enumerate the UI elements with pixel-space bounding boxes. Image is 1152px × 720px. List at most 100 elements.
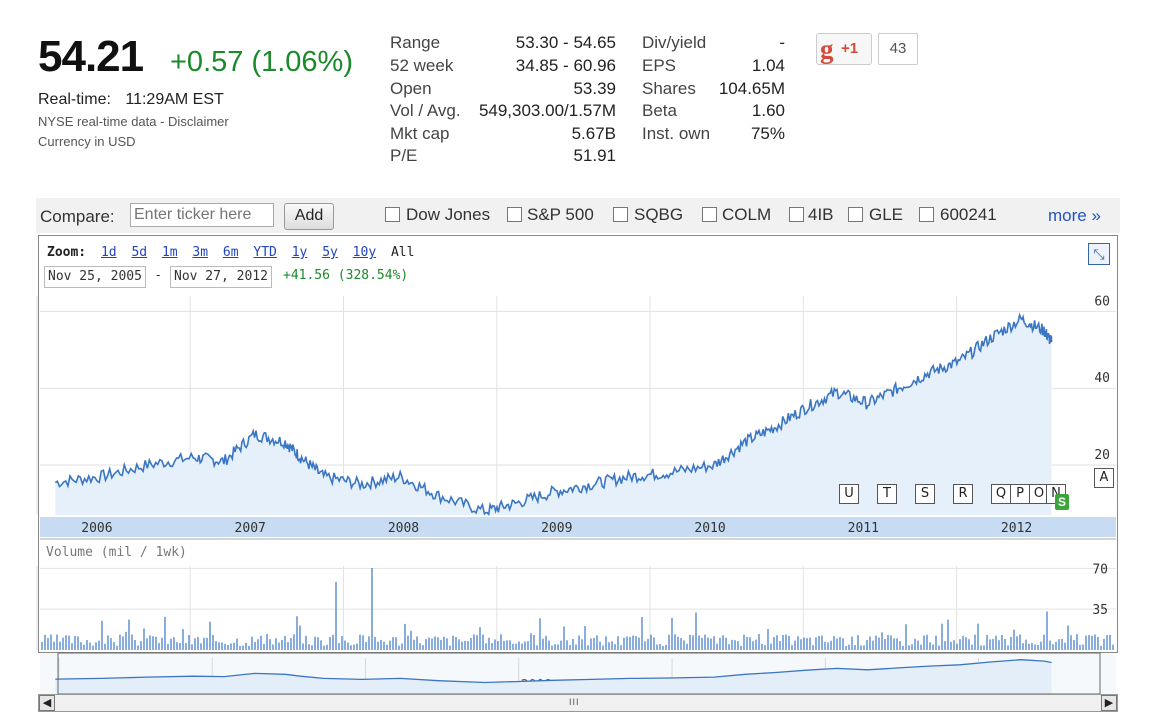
realtime-label: Real-time: [38, 91, 111, 108]
stat-label: Range [390, 33, 441, 52]
scroll-left-button[interactable]: ◀ [39, 695, 55, 711]
price-axis-ticks: 20 40 60 [1094, 294, 1110, 463]
stat-value: 549,303.00/1.57M [478, 101, 616, 120]
event-flag-p[interactable]: P [1010, 484, 1030, 504]
zoom-1m[interactable]: 1m [161, 245, 178, 260]
compare-option-label: S&P 500 [527, 205, 594, 224]
event-flag-a[interactable]: A [1094, 468, 1114, 488]
plus-one-label: +1 [841, 40, 859, 57]
volume-tick-label: 70 [1092, 562, 1108, 577]
stat-value: 1.04 [751, 56, 785, 75]
event-flag-s[interactable]: S [915, 484, 935, 504]
date-separator: - [156, 267, 161, 282]
year-axis-band [40, 517, 1116, 537]
compare-checkbox-sp500[interactable] [507, 207, 522, 222]
stat-value: 53.30 - 54.65 [515, 33, 616, 52]
stat-value: 53.39 [573, 79, 616, 98]
stat-value: 51.91 [573, 146, 616, 165]
price-change: +0.57 (1.06%) [170, 46, 353, 78]
volume-tick-label: 35 [1092, 603, 1108, 618]
year-tick-label: 2007 [235, 521, 266, 536]
zoom-all[interactable]: All [390, 245, 415, 260]
compare-checkbox-gle[interactable] [848, 207, 863, 222]
stat-value: 34.85 - 60.96 [515, 56, 616, 75]
year-tick-label: 2011 [848, 521, 879, 536]
stat-label: Mkt cap [390, 124, 450, 143]
volume-header: Volume (mil / 1wk) [46, 545, 187, 560]
stat-value: 1.60 [751, 101, 785, 120]
compare-option-label: 600241 [940, 205, 997, 224]
year-tick-label: 2006 [81, 521, 112, 536]
year-tick-label: 2012 [1001, 521, 1032, 536]
event-flag-u[interactable]: U [839, 484, 859, 504]
last-price: 54.21 [38, 32, 144, 81]
end-date-field[interactable]: Nov 27, 2012 [170, 266, 272, 288]
volume-axis-ticks: 35 70 [1092, 562, 1108, 618]
volume-bars [41, 568, 1114, 650]
stat-label: P/E [390, 146, 418, 165]
compare-ticker-input[interactable] [130, 203, 274, 227]
stat-label: EPS [642, 56, 677, 75]
compare-option-label: GLE [869, 205, 904, 224]
currency-note: Currency in USD [38, 134, 136, 149]
volume-grid [36, 566, 1116, 650]
zoom-1d[interactable]: 1d [100, 245, 117, 260]
year-tick-label: 2008 [388, 521, 419, 536]
compare-checkbox-dow-jones[interactable] [385, 207, 400, 222]
zoom-1y[interactable]: 1y [291, 245, 308, 260]
compare-add-button[interactable]: Add [284, 203, 334, 230]
compare-checkbox-4ib[interactable] [789, 207, 804, 222]
compare-option-label: 4IB [808, 205, 834, 224]
stat-value: 75% [750, 124, 785, 143]
stat-label: Vol / Avg. [390, 101, 461, 120]
stat-label: 52 week [390, 56, 454, 75]
chart-scrollbar[interactable]: ◀ III ▶ [38, 694, 1118, 712]
zoom-10y[interactable]: 10y [352, 245, 377, 260]
stat-label: Inst. own [642, 124, 711, 143]
event-flag-r[interactable]: R [953, 484, 973, 504]
stat-label: Div/yield [642, 33, 707, 52]
stat-label: Beta [642, 101, 677, 120]
start-date-field[interactable]: Nov 25, 2005 [44, 266, 146, 288]
stat-value: 104.65M [718, 79, 785, 98]
stat-label: Open [390, 79, 432, 98]
compare-label: Compare: [40, 207, 115, 226]
scroll-right-button[interactable]: ▶ [1101, 695, 1117, 711]
scroll-grip[interactable]: III [569, 697, 580, 707]
zoom-ytd[interactable]: YTD [253, 245, 277, 260]
navigator-area [55, 659, 1052, 694]
price-tick-label: 40 [1094, 371, 1110, 386]
compare-more-link[interactable]: more » [1048, 206, 1101, 225]
price-area [55, 315, 1052, 515]
zoom-3m[interactable]: 3m [192, 245, 209, 260]
stat-label: Shares [642, 79, 696, 98]
navigator-line [55, 659, 1052, 684]
data-source[interactable]: NYSE real-time data - Disclaimer [38, 114, 229, 129]
price-tick-label: 20 [1094, 448, 1110, 463]
google-plus-icon: g [820, 34, 834, 64]
compare-checkbox-colm[interactable] [702, 207, 717, 222]
event-flag-green-s[interactable]: S [1055, 494, 1069, 510]
zoom-5y[interactable]: 5y [322, 245, 338, 260]
zoom-6m[interactable]: 6m [222, 245, 239, 260]
realtime-time: 11:29AM EST [125, 91, 224, 108]
compare-checkbox-600241[interactable] [919, 207, 934, 222]
expand-chart-icon[interactable]: ⤡ [1088, 243, 1110, 265]
compare-option-label: Dow Jones [406, 205, 491, 224]
realtime-line: Real-time: 11:29AM EST [38, 91, 224, 109]
zoom-5d[interactable]: 5d [131, 245, 148, 260]
year-tick-label: 2009 [541, 521, 572, 536]
price-tick-label: 60 [1094, 294, 1110, 309]
compare-option-label: COLM [722, 205, 772, 224]
zoom-bar: Zoom: 1d 5d 1m 3m 6m YTD 1y 5y 10y All [47, 245, 414, 260]
compare-option-label: SQBG [634, 205, 684, 224]
stat-value: - [779, 33, 785, 52]
stat-value: 5.67B [571, 124, 616, 143]
year-tick-label: 2010 [694, 521, 725, 536]
compare-checkbox-sqbg[interactable] [613, 207, 628, 222]
event-flag-t[interactable]: T [877, 484, 897, 504]
event-flag-q[interactable]: Q [991, 484, 1011, 504]
google-plus-one-button[interactable]: g +1 [816, 33, 872, 65]
zoom-label: Zoom: [47, 245, 87, 260]
